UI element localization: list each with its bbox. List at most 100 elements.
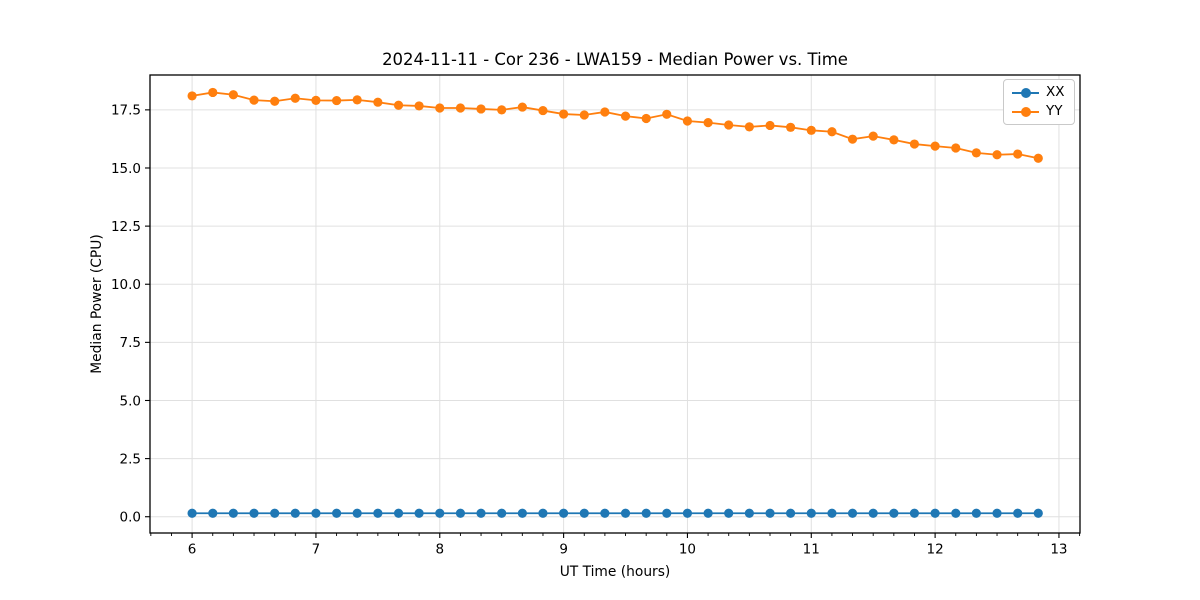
data-point: [187, 91, 197, 101]
data-point: [971, 148, 981, 158]
plot-spines: [149, 74, 1081, 534]
data-point: [290, 93, 300, 103]
legend-entry: YY: [1012, 102, 1065, 121]
data-point: [951, 143, 961, 153]
y-tick-label: 10.0: [111, 277, 141, 293]
data-point: [414, 508, 424, 518]
data-point: [682, 116, 693, 126]
y-tick-label: 15.0: [111, 161, 141, 177]
data-point: [270, 508, 280, 518]
data-point: [600, 107, 610, 117]
data-point: [373, 508, 383, 518]
data-point: [208, 508, 218, 518]
legend-line-marker-swatch: [1012, 106, 1039, 118]
data-point: [724, 120, 734, 130]
y-axis-label: Median Power (CPU): [89, 234, 105, 374]
data-point: [435, 508, 445, 518]
x-tick-label: 11: [803, 542, 820, 558]
y-tick-label: 0.0: [120, 510, 141, 526]
data-point: [992, 508, 1002, 518]
data-point: [538, 508, 548, 518]
y-axis: 0.0 2.5 5.0 7.5 10.0 12.5 15.0 17.5: [111, 103, 150, 526]
data-point: [187, 508, 197, 518]
y-tick-label: 7.5: [120, 335, 141, 351]
legend-label: XX: [1046, 83, 1065, 100]
y-tick-label: 2.5: [120, 451, 141, 467]
chart-title: 2024-11-11 - Cor 236 - LWA159 - Median P…: [382, 50, 848, 69]
data-point: [435, 103, 445, 113]
data-point: [620, 111, 631, 121]
data-point: [249, 95, 259, 105]
y-tick-label: 12.5: [111, 219, 141, 235]
data-point: [868, 508, 878, 518]
data-point: [930, 508, 940, 518]
data-point: [620, 508, 631, 518]
data-point: [992, 150, 1002, 160]
data-point: [476, 508, 486, 518]
data-point: [765, 120, 775, 131]
data-point: [827, 127, 837, 137]
data-point: [641, 113, 651, 124]
data-point: [806, 125, 816, 135]
data-point: [641, 508, 651, 518]
x-tick-label: 7: [312, 542, 321, 558]
legend-line-marker-swatch: [1012, 87, 1039, 99]
data-point: [847, 508, 858, 518]
legend-label: YY: [1046, 102, 1063, 119]
x-tick-label: 9: [559, 542, 568, 558]
data-point: [476, 104, 486, 114]
data-point: [311, 95, 321, 105]
x-tick-label: 12: [927, 542, 944, 558]
data-point: [930, 141, 940, 151]
data-point: [889, 135, 899, 145]
data-point: [847, 134, 858, 144]
data-point: [600, 508, 610, 518]
series-YY: [187, 87, 1043, 163]
data-point: [786, 122, 796, 132]
data-point: [559, 508, 569, 518]
data-point: [414, 101, 424, 111]
data-point: [455, 508, 466, 518]
x-tick-label: 10: [679, 542, 696, 558]
grid: [150, 75, 1080, 533]
data-point: [1033, 153, 1043, 163]
y-tick-label: 17.5: [111, 103, 141, 119]
data-point: [559, 109, 569, 119]
data-point: [827, 508, 837, 518]
data-point: [538, 105, 548, 116]
legend-entry: XX: [1012, 83, 1065, 102]
data-point: [951, 508, 961, 518]
data-point: [352, 508, 362, 518]
y-tick-label: 5.0: [120, 393, 141, 409]
legend: XX YY: [1003, 79, 1075, 125]
data-point: [311, 508, 321, 518]
x-axis: 6 7 8 9 10 11 12 13: [150, 533, 1081, 558]
data-point: [971, 508, 981, 518]
data-point: [806, 508, 816, 518]
data-point: [703, 508, 713, 518]
data-point: [208, 87, 218, 98]
data-point: [889, 508, 899, 518]
data-point: [703, 118, 713, 128]
data-point: [332, 508, 342, 518]
data-point: [909, 508, 920, 518]
data-point: [1013, 149, 1023, 159]
data-point: [228, 90, 238, 100]
data-point: [868, 131, 878, 141]
x-tick-label: 6: [188, 542, 197, 558]
data-point: [332, 95, 342, 106]
data-point: [393, 508, 404, 518]
data-point: [786, 508, 796, 518]
data-point: [497, 105, 507, 115]
data-point: [662, 109, 672, 119]
data-point: [228, 508, 238, 518]
series-XX: [187, 508, 1043, 518]
data-point: [579, 508, 589, 518]
data-point: [682, 508, 693, 518]
data-point: [270, 96, 280, 106]
data-point: [579, 110, 589, 120]
data-point: [662, 508, 672, 518]
data-point: [393, 100, 404, 110]
data-point: [373, 97, 383, 107]
